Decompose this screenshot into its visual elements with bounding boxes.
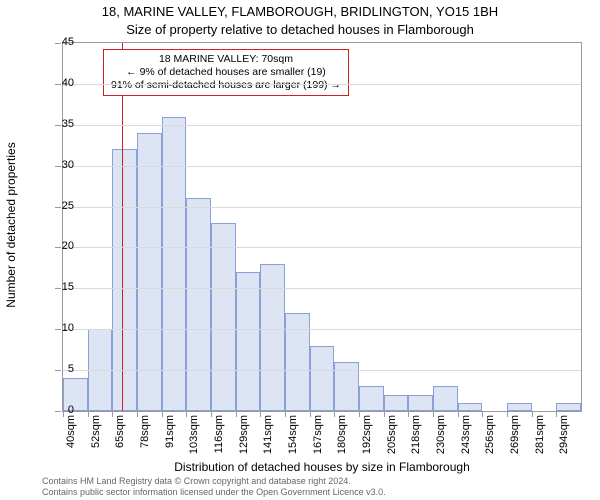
- x-tick-label: 103sqm: [188, 415, 200, 454]
- histogram-bar: [310, 346, 335, 411]
- x-tick-label: 218sqm: [410, 415, 422, 454]
- bar-slot: 91sqm: [162, 117, 187, 411]
- gridline: [63, 370, 581, 371]
- gridline: [63, 329, 581, 330]
- gridline: [63, 207, 581, 208]
- x-tick-label: 40sqm: [65, 415, 77, 448]
- bar-slot: 103sqm: [186, 198, 211, 411]
- histogram-bar: [211, 223, 236, 411]
- y-axis-label: Number of detached properties: [4, 142, 18, 307]
- histogram-bar: [359, 386, 384, 411]
- gridline: [63, 84, 581, 85]
- y-tick-label: 25: [48, 200, 74, 212]
- bar-slot: 218sqm: [408, 395, 433, 411]
- histogram-bar: [260, 264, 285, 411]
- x-tick-label: 243sqm: [460, 415, 472, 454]
- bar-slot: 230sqm: [433, 386, 458, 411]
- bar-slot: 167sqm: [310, 346, 335, 411]
- bars-container: 40sqm52sqm65sqm78sqm91sqm103sqm116sqm129…: [63, 43, 581, 411]
- x-tick-label: 281sqm: [534, 415, 546, 454]
- x-tick-label: 192sqm: [361, 415, 373, 454]
- x-tick-label: 269sqm: [509, 415, 521, 454]
- attribution-line-2: Contains public sector information licen…: [42, 487, 386, 497]
- histogram-bar: [507, 403, 532, 411]
- y-tick-label: 15: [48, 281, 74, 293]
- x-tick-label: 65sqm: [114, 415, 126, 448]
- histogram-bar: [408, 395, 433, 411]
- x-tick-label: 294sqm: [558, 415, 570, 454]
- x-tick-label: 180sqm: [336, 415, 348, 454]
- x-tick-label: 91sqm: [164, 415, 176, 448]
- page-title: 18, MARINE VALLEY, FLAMBOROUGH, BRIDLING…: [0, 4, 600, 19]
- gridline: [63, 125, 581, 126]
- bar-slot: 205sqm: [384, 395, 409, 411]
- attribution-text: Contains HM Land Registry data © Crown c…: [42, 476, 386, 497]
- y-tick-label: 20: [48, 240, 74, 252]
- bar-slot: 116sqm: [211, 223, 236, 411]
- y-tick-label: 45: [48, 36, 74, 48]
- histogram-bar: [112, 149, 137, 411]
- x-tick-label: 205sqm: [386, 415, 398, 454]
- x-tick-label: 256sqm: [484, 415, 496, 454]
- x-tick-label: 78sqm: [139, 415, 151, 448]
- y-tick-label: 5: [48, 363, 74, 375]
- y-tick-label: 0: [48, 404, 74, 416]
- x-tick-label: 52sqm: [90, 415, 102, 448]
- bar-slot: 192sqm: [359, 386, 384, 411]
- annotation-box: 18 MARINE VALLEY: 70sqm ← 9% of detached…: [103, 49, 349, 96]
- x-tick-label: 141sqm: [262, 415, 274, 454]
- bar-slot: 269sqm: [507, 403, 532, 411]
- gridline: [63, 166, 581, 167]
- page-subtitle: Size of property relative to detached ho…: [0, 22, 600, 37]
- x-tick-label: 230sqm: [435, 415, 447, 454]
- x-tick-label: 116sqm: [213, 415, 225, 453]
- bar-slot: 65sqm: [112, 149, 137, 411]
- attribution-line-1: Contains HM Land Registry data © Crown c…: [42, 476, 386, 486]
- annotation-line-1: 18 MARINE VALLEY: 70sqm: [111, 53, 341, 66]
- histogram-bar: [236, 272, 261, 411]
- x-tick-label: 154sqm: [287, 415, 299, 454]
- reference-line: [122, 43, 123, 411]
- annotation-line-2: ← 9% of detached houses are smaller (19): [111, 66, 341, 79]
- bar-slot: 243sqm: [458, 403, 483, 411]
- x-tick-label: 129sqm: [238, 415, 250, 454]
- histogram-bar: [162, 117, 187, 411]
- histogram-bar: [458, 403, 483, 411]
- histogram-bar: [285, 313, 310, 411]
- plot-area: 40sqm52sqm65sqm78sqm91sqm103sqm116sqm129…: [62, 42, 582, 412]
- histogram-bar: [433, 386, 458, 411]
- chart-frame: 18, MARINE VALLEY, FLAMBOROUGH, BRIDLING…: [0, 0, 600, 500]
- histogram-bar: [186, 198, 211, 411]
- x-axis-label: Distribution of detached houses by size …: [62, 460, 582, 474]
- bar-slot: 129sqm: [236, 272, 261, 411]
- y-tick-label: 40: [48, 77, 74, 89]
- x-tick-label: 167sqm: [312, 415, 324, 454]
- gridline: [63, 288, 581, 289]
- annotation-line-3: 91% of semi-detached houses are larger (…: [111, 79, 341, 92]
- bar-slot: 294sqm: [556, 403, 581, 411]
- gridline: [63, 247, 581, 248]
- y-tick-label: 30: [48, 159, 74, 171]
- y-tick-label: 35: [48, 118, 74, 130]
- bar-slot: 154sqm: [285, 313, 310, 411]
- histogram-bar: [384, 395, 409, 411]
- histogram-bar: [556, 403, 581, 411]
- bar-slot: 141sqm: [260, 264, 285, 411]
- y-tick-label: 10: [48, 322, 74, 334]
